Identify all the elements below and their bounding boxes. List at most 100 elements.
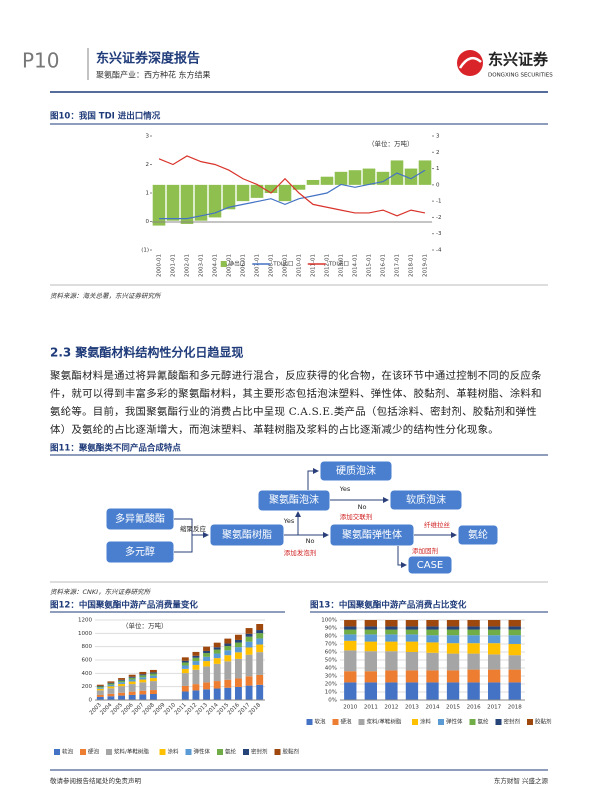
node xyxy=(457,524,499,546)
bar xyxy=(213,663,221,682)
x-tick-label: 2006-01 xyxy=(241,254,247,277)
bar xyxy=(96,685,104,687)
bar xyxy=(128,691,136,695)
bar xyxy=(508,682,521,700)
node-label: 聚氨酯弹性体 xyxy=(342,528,402,541)
legend-label: 弹性体 xyxy=(194,748,211,756)
x-tick-label: 2017-01 xyxy=(395,254,401,277)
legend-swatch xyxy=(438,719,444,725)
legend-label: TDI进口 xyxy=(328,260,349,268)
x-tick-label: 2015-01 xyxy=(367,254,373,277)
x-tick-label: 2018 xyxy=(248,702,262,716)
legend-swatch xyxy=(412,719,418,725)
bar xyxy=(234,634,242,640)
bar xyxy=(128,676,136,678)
line xyxy=(158,155,426,217)
bar xyxy=(118,683,126,687)
bar xyxy=(203,661,211,667)
y-tick-label: 200 xyxy=(82,684,93,690)
y-tick-label: 100% xyxy=(321,618,337,624)
x-tick-label: 2011-01 xyxy=(311,254,317,277)
edge-label: Yes xyxy=(339,485,351,493)
bar xyxy=(344,626,357,630)
legend-swatch xyxy=(527,719,533,725)
bar xyxy=(234,647,242,653)
bar xyxy=(128,674,136,677)
x-tick-label: 2011 xyxy=(364,705,378,711)
figure-source: 资料来源：CNKI，东兴证券研究所 xyxy=(50,588,152,596)
bar xyxy=(224,643,232,646)
report-title: 东兴证券深度报告 xyxy=(96,51,200,67)
bar xyxy=(334,171,348,185)
bar xyxy=(344,620,357,627)
bar xyxy=(107,683,115,685)
bar xyxy=(96,696,104,700)
bar xyxy=(181,691,189,700)
bar xyxy=(245,628,253,634)
bar xyxy=(139,671,147,675)
bar xyxy=(128,681,136,685)
bar xyxy=(364,641,377,652)
y-tick-label: 400 xyxy=(82,671,93,677)
edge-label: 添加固剂 xyxy=(412,546,438,555)
bar xyxy=(250,184,264,198)
bar xyxy=(213,681,221,689)
legend-swatch xyxy=(185,749,192,755)
bar xyxy=(488,635,501,644)
bar xyxy=(385,629,398,635)
y2-tick-label: 3 xyxy=(436,134,440,140)
bar xyxy=(256,644,264,653)
annotation: （单位：万吨） xyxy=(368,139,414,148)
edge-label: 添加发泡剂 xyxy=(284,548,317,557)
y-tick-label: (1) xyxy=(141,248,149,254)
y-tick-label: 1 xyxy=(146,191,150,197)
y-tick-label: 0 xyxy=(89,698,93,704)
legend-label: 胶黏剂 xyxy=(283,748,300,756)
bar xyxy=(446,643,460,654)
y-tick-label: 0% xyxy=(328,698,337,704)
bar xyxy=(385,670,398,683)
report-subtitle: 聚氨酯产业：西方种花 东方结果 xyxy=(96,70,211,80)
edge-label: 纤维拉丝 xyxy=(424,520,451,529)
bar xyxy=(292,184,306,190)
bar xyxy=(344,629,357,635)
y-tick-label: 0 xyxy=(146,219,150,225)
bar xyxy=(149,672,157,674)
bar xyxy=(181,665,189,669)
x-tick-label: 2001-01 xyxy=(171,254,177,277)
bar xyxy=(488,620,501,627)
figure-title: 图12：中国聚氨酯中游产品消费量变化 xyxy=(50,600,198,611)
bar xyxy=(194,184,208,221)
node-label: 多异氰酸酯 xyxy=(115,512,165,525)
bar xyxy=(446,620,460,627)
bar xyxy=(224,638,232,644)
y-tick-label: 80% xyxy=(325,634,337,640)
bar xyxy=(245,647,253,655)
legend-swatch xyxy=(495,719,502,725)
x-tick-label: 2013-01 xyxy=(339,254,345,277)
bar xyxy=(376,171,390,185)
bar xyxy=(203,666,211,683)
x-tick-label: 2015 xyxy=(446,705,460,711)
bar xyxy=(256,652,264,675)
bar xyxy=(213,653,221,659)
bar xyxy=(213,649,221,654)
bar xyxy=(344,650,357,672)
y-tick-label: 60% xyxy=(325,650,337,656)
edge-label: No xyxy=(306,537,315,545)
bar xyxy=(224,646,232,651)
bar xyxy=(139,694,147,700)
bar xyxy=(256,633,264,639)
bar xyxy=(467,653,480,670)
bar xyxy=(234,678,242,687)
x-tick-label: 2010-01 xyxy=(297,254,303,277)
bar xyxy=(96,684,104,686)
line xyxy=(159,169,426,220)
bar xyxy=(107,681,115,683)
logo-mark xyxy=(457,50,483,76)
bar xyxy=(508,644,521,656)
bar xyxy=(234,652,242,659)
x-tick-label: 2014 xyxy=(426,705,440,711)
